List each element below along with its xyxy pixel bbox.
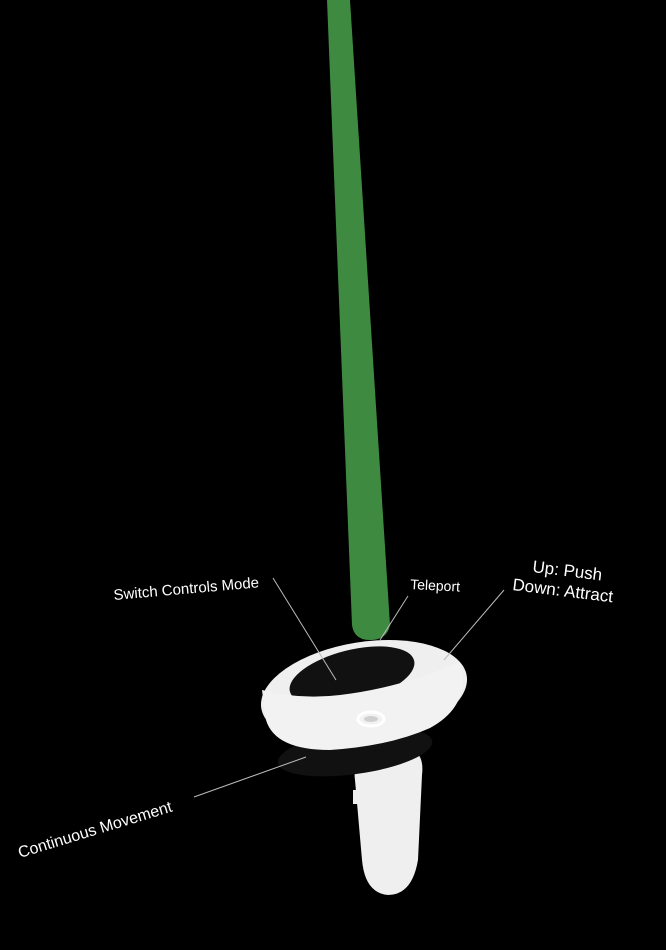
controller-handle [354, 748, 423, 895]
controller-notch [353, 790, 363, 804]
leader-teleport [379, 595, 409, 641]
leader-switch-controls [272, 577, 337, 681]
vr-controller-icon[interactable] [253, 626, 474, 895]
leader-thumbstick [443, 589, 505, 661]
leader-continuous-movement [193, 756, 307, 798]
label-switch-controls-mode: Switch Controls Mode [113, 574, 260, 604]
label-teleport: Teleport [410, 576, 461, 595]
pointer-ray [327, 0, 390, 640]
ring-front [262, 662, 463, 750]
label-continuous-movement: Continuous Movement [16, 799, 175, 862]
thumbstick-button-inner [364, 716, 378, 722]
thumbstick-button-icon[interactable] [356, 710, 386, 728]
